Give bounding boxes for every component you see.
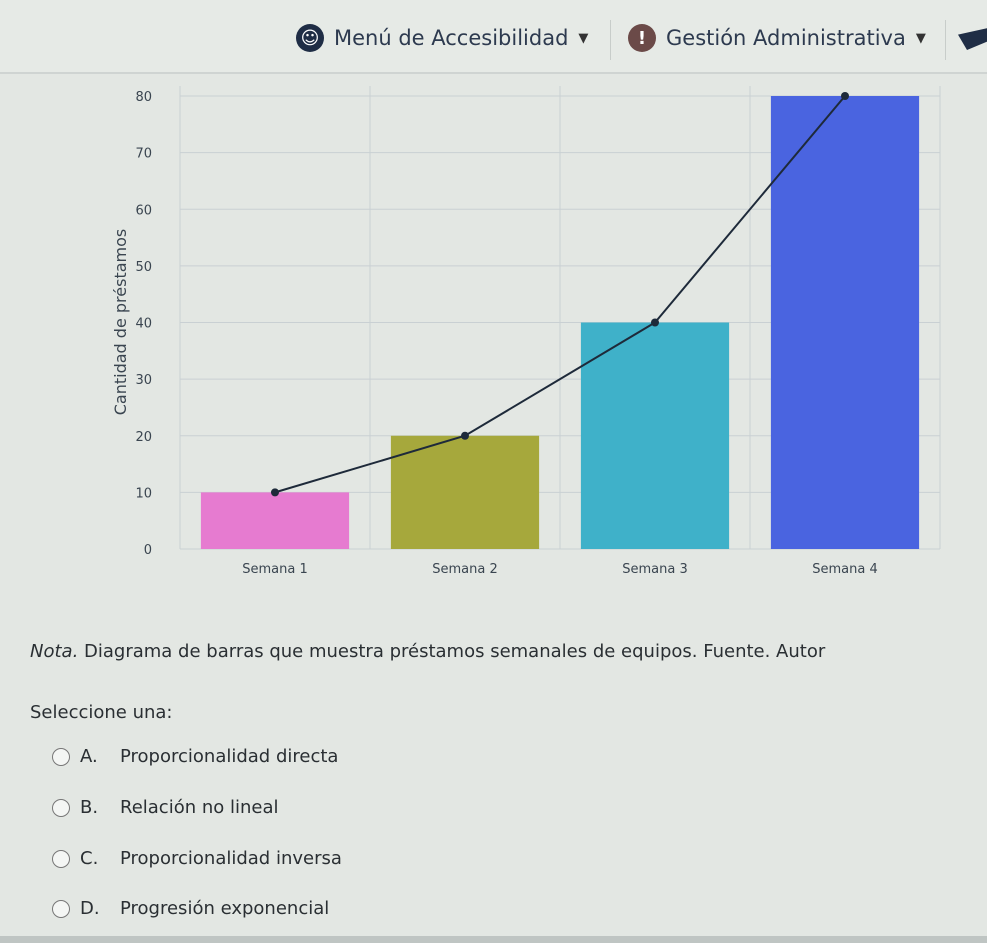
option-label: Progresión exponencial (120, 898, 330, 919)
caption-prefix: Nota. (30, 641, 79, 662)
divider (945, 20, 946, 60)
chevron-down-icon: ▼ (915, 30, 926, 46)
y-axis-label: Cantidad de préstamos (111, 229, 130, 415)
option-letter: B. (80, 797, 99, 818)
top-navigation-bar: ☺ Menú de Accesibilidad ▼ ! Gestión Admi… (0, 0, 987, 74)
chevron-down-icon: ▼ (578, 30, 589, 46)
option-b[interactable]: B. Relación no lineal (52, 797, 279, 818)
figure-caption: Nota. Diagrama de barras que muestra pré… (30, 641, 825, 662)
line-point (461, 431, 469, 440)
bar-semana-2 (390, 435, 540, 549)
option-c[interactable]: C. Proporcionalidad inversa (52, 848, 342, 869)
trend-line (274, 95, 846, 494)
question-prompt: Seleccione una: (30, 702, 173, 723)
accessibility-menu-label: Menú de Accesibilidad (334, 26, 569, 50)
bar-semana-4 (770, 96, 920, 549)
radio-button[interactable] (52, 747, 70, 766)
option-letter: A. (80, 746, 98, 767)
y-tick-label: 80 (135, 90, 152, 105)
option-label: Proporcionalidad inversa (120, 848, 342, 869)
y-tick-label: 10 (135, 486, 152, 501)
y-tick-label: 0 (144, 543, 152, 558)
y-tick-label: 20 (135, 430, 152, 445)
caption-text: Diagrama de barras que muestra préstamos… (78, 641, 826, 662)
option-d[interactable]: D. Progresión exponencial (52, 898, 329, 919)
admin-menu[interactable]: ! Gestión Administrativa ▼ (628, 24, 926, 52)
bar-semana-1 (200, 492, 350, 549)
option-label: Relación no lineal (120, 797, 279, 818)
bar-semana-3 (580, 322, 730, 549)
alert-icon: ! (628, 24, 656, 52)
x-tick-label: Semana 3 (622, 562, 688, 577)
accessibility-icon: ☺ (296, 24, 324, 52)
line-point (271, 488, 279, 497)
y-tick-label: 40 (135, 317, 152, 332)
option-label: Proporcionalidad directa (120, 746, 339, 767)
option-letter: D. (80, 898, 100, 919)
line-point (841, 92, 849, 100)
bottom-edge (0, 936, 987, 943)
y-tick-label: 70 (135, 147, 152, 162)
y-tick-label: 30 (135, 373, 152, 388)
x-tick-label: Semana 1 (242, 562, 308, 577)
line-point (651, 318, 659, 327)
option-letter: C. (80, 848, 99, 869)
radio-button[interactable] (52, 899, 70, 918)
radio-button[interactable] (52, 849, 70, 868)
admin-menu-label: Gestión Administrativa (666, 26, 906, 50)
x-tick-label: Semana 2 (432, 562, 498, 577)
divider (610, 20, 611, 60)
radio-button[interactable] (52, 798, 70, 817)
x-tick-label: Semana 4 (812, 562, 878, 577)
graduation-cap-icon[interactable] (958, 28, 987, 50)
option-a[interactable]: A. Proporcionalidad directa (52, 746, 338, 767)
accessibility-menu[interactable]: ☺ Menú de Accesibilidad ▼ (296, 24, 588, 52)
y-tick-label: 50 (135, 260, 152, 275)
y-tick-label: 60 (135, 203, 152, 218)
bar-chart: 0 10 20 30 40 50 60 70 80 Semana 1 Semana 2 Semana… (111, 86, 941, 577)
